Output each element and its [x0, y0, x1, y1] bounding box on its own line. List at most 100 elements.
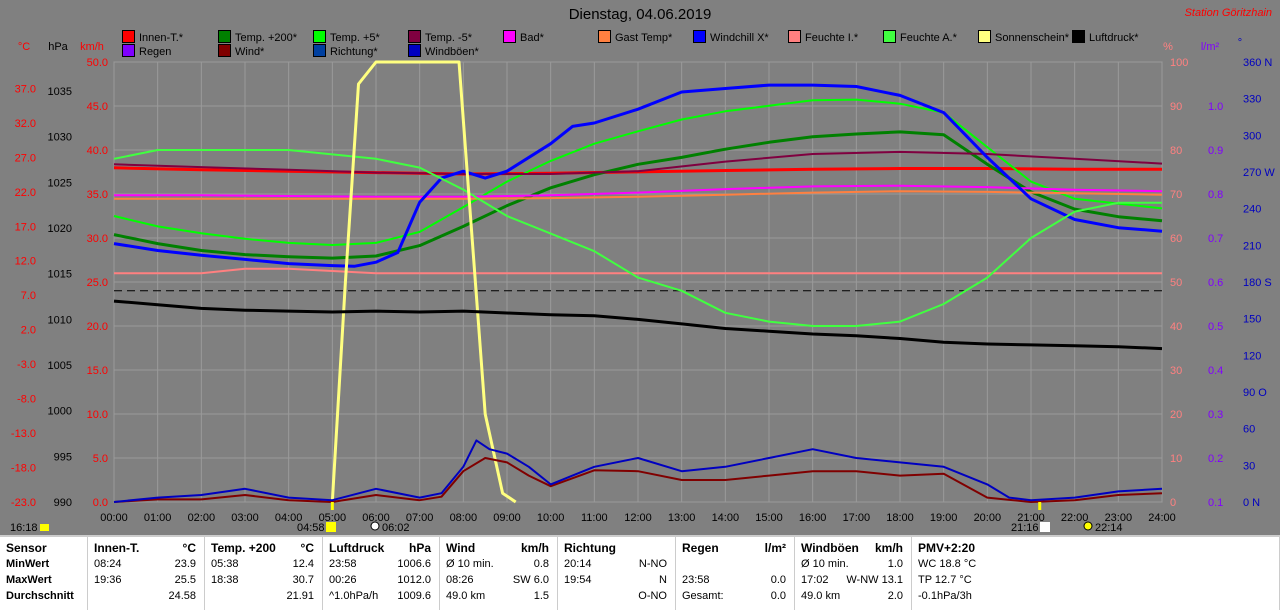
stats-header: Wind — [446, 541, 476, 555]
legend-swatch — [408, 30, 421, 43]
tick-deg: 120 — [1243, 350, 1261, 362]
stats-column: Wind km/h Ø 10 min. 0.8 08:26 SW 6.0 49.0 km 1.… — [440, 537, 558, 610]
sunset-icon — [1040, 522, 1050, 532]
stats-value: 23.9 — [174, 558, 196, 570]
tick-deg: 300 — [1243, 130, 1261, 142]
stats-header: Innen-T. — [94, 541, 140, 555]
tick-time: 09:00 — [493, 512, 521, 524]
tick-lm2: 0.6 — [1208, 277, 1223, 289]
tick-hpa: 1005 — [48, 360, 72, 372]
stats-column: Windböen km/h Ø 10 min. 1.0 17:02 W-NW 13.1 49… — [795, 537, 912, 610]
legend-label: Innen-T.* — [139, 32, 184, 44]
tick-deg: 180 S — [1243, 277, 1272, 289]
marker-sunset: 21:16 — [1011, 522, 1039, 534]
weather-chart: °C hPa km/h% l/m² ° 50.0 45.0 40.0 35.0 30.0 25.0 2… — [10, 6, 1275, 534]
axis-unit-hpa: hPa — [48, 41, 68, 53]
tick-time: 21:00 — [1017, 512, 1045, 524]
stats-unit: km/h — [874, 541, 903, 555]
stats-label: 19:36 — [94, 574, 122, 586]
tick-time: 05:00 — [319, 512, 347, 524]
tick-lm2: 0.2 — [1208, 453, 1223, 465]
legend-item: Bad* — [503, 30, 544, 44]
tick-celsius: 2.0 — [21, 325, 36, 337]
tick-time: 22:00 — [1061, 512, 1089, 524]
legend-swatch — [218, 30, 231, 43]
chart-title: Dienstag, 04.06.2019 — [568, 6, 712, 23]
tick-celsius: 27.0 — [15, 152, 36, 164]
tick-time: 17:00 — [843, 512, 871, 524]
stats-value: SW 6.0 — [512, 574, 549, 586]
legend-swatch — [122, 44, 135, 57]
series-line-windb-en — [113, 439, 1163, 503]
legend-label: Feuchte I.* — [805, 32, 859, 44]
stats-label: Gesamt: — [682, 590, 724, 602]
stats-header: Windböen — [801, 541, 859, 555]
chart-canvas: °C hPa km/h% l/m² ° 50.0 45.0 40.0 35.0 30.0 25.0 2… — [10, 37, 1275, 534]
tick-kmh: 40.0 — [87, 145, 108, 157]
series-line-temp-5 — [113, 150, 1163, 175]
tick-time: 00:00 — [100, 512, 128, 524]
tick-celsius: 7.0 — [21, 290, 36, 302]
tick-time: 13:00 — [668, 512, 696, 524]
tick-time: 03:00 — [231, 512, 259, 524]
tick-deg: 240 — [1243, 204, 1261, 216]
tick-time: 01:00 — [144, 512, 172, 524]
stats-value: 1.0 — [887, 558, 903, 570]
tick-celsius: 22.0 — [15, 187, 36, 199]
legend-label: Bad* — [520, 32, 544, 44]
tick-hpa: 1000 — [48, 406, 72, 418]
stats-label: 19:54 — [564, 574, 592, 586]
marker-left-time: 16:18 — [10, 522, 38, 534]
tick-time: 10:00 — [537, 512, 565, 524]
stats-header: Richtung — [564, 541, 616, 555]
moonrise-icon — [370, 521, 380, 531]
stats-label: 08:26 — [446, 574, 474, 586]
chart-legend: Innen-T.* Temp. +200* Temp. +5* Temp. -5* Ba… — [110, 30, 1170, 60]
tick-hpa: 1020 — [48, 223, 72, 235]
stats-label: WC 18.8 °C — [918, 558, 977, 570]
tick-hpa: 1035 — [48, 86, 72, 98]
stats-header: Luftdruck — [329, 541, 385, 555]
stats-label: 17:02 — [801, 574, 829, 586]
tick-lm2: 0.3 — [1208, 409, 1223, 421]
legend-item: Windchill X* — [693, 30, 769, 44]
series-line-wind — [113, 457, 1163, 503]
stats-label: Durchschnitt — [6, 590, 74, 602]
stats-unit: hPa — [408, 541, 431, 555]
tick-celsius: 17.0 — [15, 221, 36, 233]
tick-percent: 70 — [1170, 189, 1182, 201]
legend-swatch — [122, 30, 135, 43]
marker-left-swatch — [40, 524, 49, 531]
tick-percent: 20 — [1170, 409, 1182, 421]
legend-item: Temp. -5* — [408, 30, 472, 44]
stats-label: 08:24 — [94, 558, 122, 570]
tick-kmh: 20.0 — [87, 321, 108, 333]
legend-item: Sonnenschein* — [978, 30, 1069, 44]
stats-value: 1.5 — [533, 590, 549, 602]
legend-label: Wind* — [235, 46, 265, 58]
legend-swatch — [883, 30, 896, 43]
series-line-feuchte-a — [113, 149, 1162, 327]
tick-kmh: 50.0 — [87, 57, 108, 69]
tick-lm2: 0.7 — [1208, 233, 1223, 245]
legend-item: Regen — [122, 44, 171, 58]
tick-time: 20:00 — [974, 512, 1002, 524]
tick-hpa: 1010 — [48, 314, 72, 326]
stats-column: Innen-T. °C 08:24 23.9 19:36 25.5 24.58 — [88, 537, 205, 610]
station-label: Station Göritzhain — [1184, 7, 1272, 19]
tick-time: 11:00 — [581, 512, 608, 524]
stats-value: 30.7 — [292, 574, 314, 586]
tick-lm2: 0.1 — [1208, 497, 1223, 509]
legend-item: Wind* — [218, 44, 264, 58]
series-line-bad — [114, 184, 1163, 198]
legend-label: Windböen* — [425, 46, 479, 58]
tick-lm2: 0.8 — [1208, 189, 1223, 201]
tick-percent: 10 — [1170, 453, 1182, 465]
stats-label: 49.0 km — [446, 590, 486, 602]
stats-header: Regen — [682, 541, 719, 555]
series-line-windchill-x — [113, 83, 1163, 268]
stats-value: N-NO — [638, 558, 667, 570]
stats-value: 0.0 — [770, 574, 786, 586]
stats-label: 18:38 — [211, 574, 239, 586]
tick-celsius: -8.0 — [17, 394, 36, 406]
